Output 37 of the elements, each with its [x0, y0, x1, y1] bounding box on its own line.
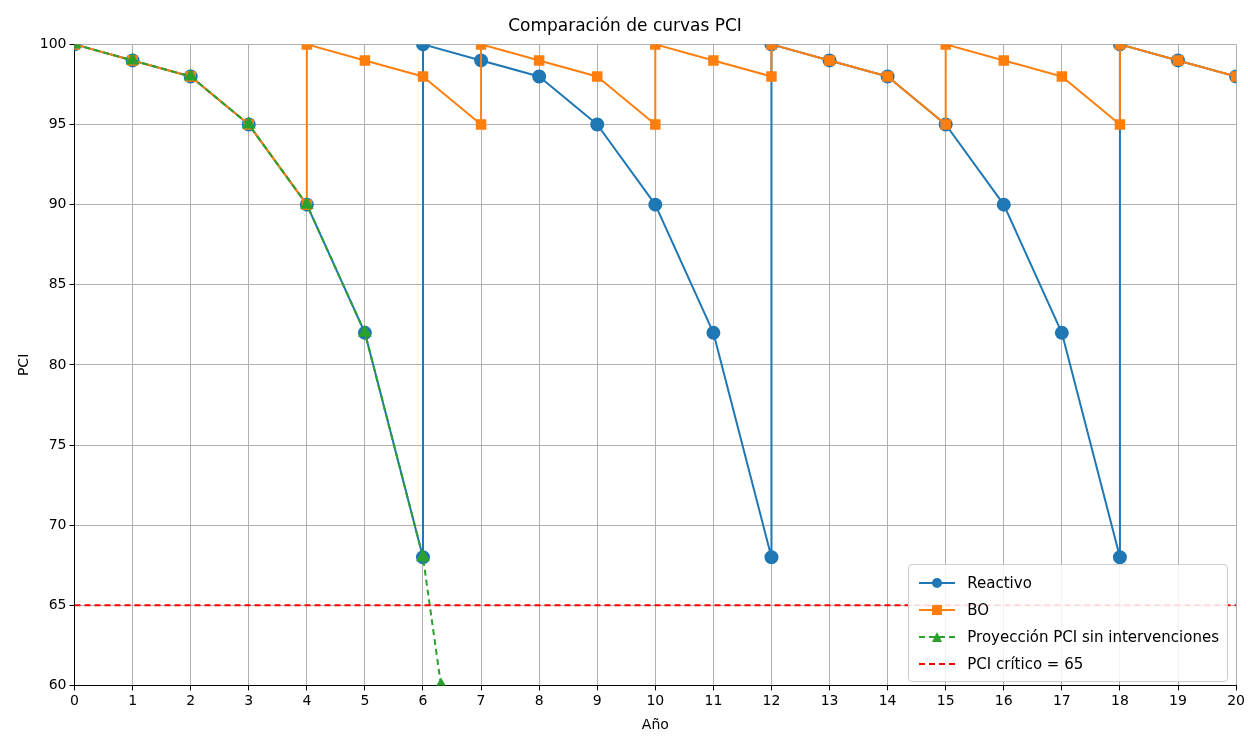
- y-axis-title: PCI: [15, 353, 32, 377]
- y-tick-label: 90: [48, 195, 67, 212]
- x-tick-label: 8: [534, 692, 544, 709]
- x-tick-label: 3: [244, 692, 254, 709]
- x-tick-label: 12: [762, 692, 781, 709]
- chart-title: Comparación de curvas PCI: [508, 14, 742, 35]
- x-tick-label: 1: [128, 692, 138, 709]
- x-axis-title: Año: [641, 716, 669, 733]
- y-tick-label: 70: [48, 515, 67, 532]
- x-tick-label: 13: [820, 692, 839, 709]
- y-tick-label: 100: [39, 35, 67, 52]
- legend-label: BO: [967, 600, 990, 619]
- x-tick-label: 7: [476, 692, 486, 709]
- x-tick-label: 9: [592, 692, 602, 709]
- x-tick-label: 0: [70, 692, 79, 709]
- y-tick-label: 80: [48, 355, 67, 372]
- x-tick-label: 6: [418, 692, 428, 709]
- x-tick-label: 5: [360, 692, 370, 709]
- legend-label: Reactivo: [967, 573, 1032, 592]
- x-tick-label: 17: [1052, 692, 1071, 709]
- x-tick-label: 18: [1111, 692, 1129, 709]
- y-tick-label: 85: [48, 275, 67, 292]
- x-tick-label: 4: [302, 692, 312, 709]
- x-tick-label: 11: [704, 692, 723, 709]
- x-tick-label: 14: [878, 692, 897, 709]
- y-tick-label: 95: [48, 115, 67, 132]
- y-tick-label: 60: [48, 676, 67, 693]
- x-tick-label: 16: [994, 692, 1013, 709]
- y-tick-label: 75: [48, 435, 67, 452]
- x-tick-label: 20: [1227, 692, 1246, 709]
- x-tick-label: 2: [186, 692, 196, 709]
- legend-label: PCI crítico = 65: [967, 654, 1084, 673]
- x-tick-label: 10: [646, 692, 665, 709]
- legend-label: Proyección PCI sin intervenciones: [967, 627, 1219, 646]
- y-tick-label: 65: [48, 595, 67, 612]
- x-tick-label: 19: [1169, 692, 1187, 709]
- x-tick-label: 15: [936, 692, 955, 709]
